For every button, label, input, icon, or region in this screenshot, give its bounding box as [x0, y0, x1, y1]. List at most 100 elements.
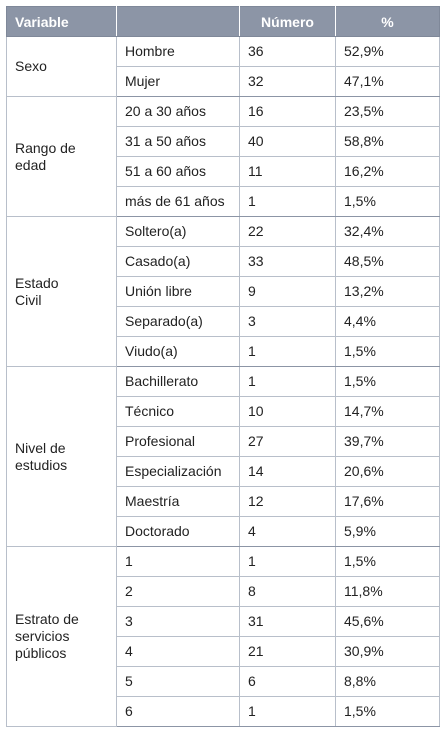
percent-cell: 4,4%	[335, 306, 440, 337]
numero-cell: 31	[239, 606, 336, 637]
numero-cell: 16	[239, 96, 336, 127]
category-cell: Casado(a)	[116, 246, 240, 277]
table-row: Viudo(a) 1 1,5%	[7, 336, 440, 367]
category-cell: Viudo(a)	[116, 336, 240, 367]
category-cell: 2	[116, 576, 240, 607]
table-row: más de 61 años 1 1,5%	[7, 186, 440, 217]
numero-cell: 1	[239, 546, 336, 577]
category-cell: más de 61 años	[116, 186, 240, 217]
percent-cell: 13,2%	[335, 276, 440, 307]
numero-cell: 14	[239, 456, 336, 487]
percent-cell: 1,5%	[335, 336, 440, 367]
percent-cell: 39,7%	[335, 426, 440, 457]
table-row: Maestría 12 17,6%	[7, 486, 440, 517]
table-body: Sexo Hombre 36 52,9% Mujer 32 47,1% Rango de ed…	[6, 36, 440, 727]
table-row: 6 1 1,5%	[7, 696, 440, 727]
percent-cell: 17,6%	[335, 486, 440, 517]
header-variable: Variable	[6, 6, 117, 37]
category-cell: Mujer	[116, 66, 240, 97]
percent-cell: 32,4%	[335, 216, 440, 247]
table-row: Técnico 10 14,7%	[7, 396, 440, 427]
table-row: 31 a 50 años 40 58,8%	[7, 126, 440, 157]
category-cell: Separado(a)	[116, 306, 240, 337]
numero-cell: 21	[239, 636, 336, 667]
category-cell: 3	[116, 606, 240, 637]
numero-cell: 1	[239, 336, 336, 367]
category-cell: Soltero(a)	[116, 216, 240, 247]
category-cell: 51 a 60 años	[116, 156, 240, 187]
header-category	[116, 6, 240, 37]
percent-cell: 1,5%	[335, 546, 440, 577]
table-row: Profesional 27 39,7%	[7, 426, 440, 457]
category-cell: Maestría	[116, 486, 240, 517]
category-cell: Unión libre	[116, 276, 240, 307]
numero-cell: 1	[239, 366, 336, 397]
table-row: Separado(a) 3 4,4%	[7, 306, 440, 337]
numero-cell: 11	[239, 156, 336, 187]
numero-cell: 10	[239, 396, 336, 427]
variable-cell: Estado Civil	[6, 216, 117, 367]
category-cell: 6	[116, 696, 240, 727]
table-row: Estrato de servicios públicos 1 1 1,5%	[6, 546, 440, 727]
table-row: Sexo Hombre 36 52,9%	[6, 36, 440, 97]
header-percent: %	[335, 6, 440, 37]
variable-cell: Estrato de servicios públicos	[6, 546, 117, 727]
category-cell: 4	[116, 636, 240, 667]
numero-cell: 9	[239, 276, 336, 307]
numero-cell: 40	[239, 126, 336, 157]
table-row: Doctorado 4 5,9%	[7, 516, 440, 547]
percent-cell: 23,5%	[335, 96, 440, 127]
table-row: 5 6 8,8%	[7, 666, 440, 697]
table-row: Rango de edad 20 a 30 años 16 23,5%	[6, 96, 440, 217]
numero-cell: 12	[239, 486, 336, 517]
numero-cell: 8	[239, 576, 336, 607]
percent-cell: 8,8%	[335, 666, 440, 697]
category-cell: Especialización	[116, 456, 240, 487]
table-row: 2 8 11,8%	[7, 576, 440, 607]
variable-cell: Nivel de estudios	[6, 366, 117, 547]
numero-cell: 32	[239, 66, 336, 97]
percent-cell: 20,6%	[335, 456, 440, 487]
percent-cell: 16,2%	[335, 156, 440, 187]
percent-cell: 5,9%	[335, 516, 440, 547]
numero-cell: 22	[239, 216, 336, 247]
variable-cell: Sexo	[6, 36, 117, 97]
header-numero: Número	[239, 6, 336, 37]
numero-cell: 6	[239, 666, 336, 697]
category-cell: 31 a 50 años	[116, 126, 240, 157]
category-cell: Bachillerato	[116, 366, 240, 397]
percent-cell: 45,6%	[335, 606, 440, 637]
numero-cell: 1	[239, 186, 336, 217]
numero-cell: 33	[239, 246, 336, 277]
numero-cell: 4	[239, 516, 336, 547]
percent-cell: 47,1%	[335, 66, 440, 97]
table-row: Mujer 32 47,1%	[7, 66, 440, 97]
numero-cell: 36	[239, 36, 336, 67]
percent-cell: 52,9%	[335, 36, 440, 67]
category-cell: 20 a 30 años	[116, 96, 240, 127]
demographics-table: Variable Número % Sexo Hombre 36 52,9% Mujer…	[6, 6, 440, 727]
numero-cell: 27	[239, 426, 336, 457]
percent-cell: 48,5%	[335, 246, 440, 277]
category-cell: Profesional	[116, 426, 240, 457]
category-cell: Hombre	[116, 36, 240, 67]
percent-cell: 1,5%	[335, 366, 440, 397]
table-row: Estado Civil Soltero(a) 22 32,4%	[6, 216, 440, 367]
table-row: Unión libre 9 13,2%	[7, 276, 440, 307]
percent-cell: 1,5%	[335, 186, 440, 217]
numero-cell: 3	[239, 306, 336, 337]
percent-cell: 1,5%	[335, 696, 440, 727]
percent-cell: 30,9%	[335, 636, 440, 667]
percent-cell: 14,7%	[335, 396, 440, 427]
percent-cell: 58,8%	[335, 126, 440, 157]
variable-cell: Rango de edad	[6, 96, 117, 217]
category-cell: 1	[116, 546, 240, 577]
table-header: Variable Número %	[6, 6, 440, 37]
category-cell: Doctorado	[116, 516, 240, 547]
table-row: 3 31 45,6%	[7, 606, 440, 637]
table-row: Nivel de estudios Bachillerato 1 1,5%	[6, 366, 440, 547]
category-cell: 5	[116, 666, 240, 697]
percent-cell: 11,8%	[335, 576, 440, 607]
numero-cell: 1	[239, 696, 336, 727]
table-row: 51 a 60 años 11 16,2%	[7, 156, 440, 187]
